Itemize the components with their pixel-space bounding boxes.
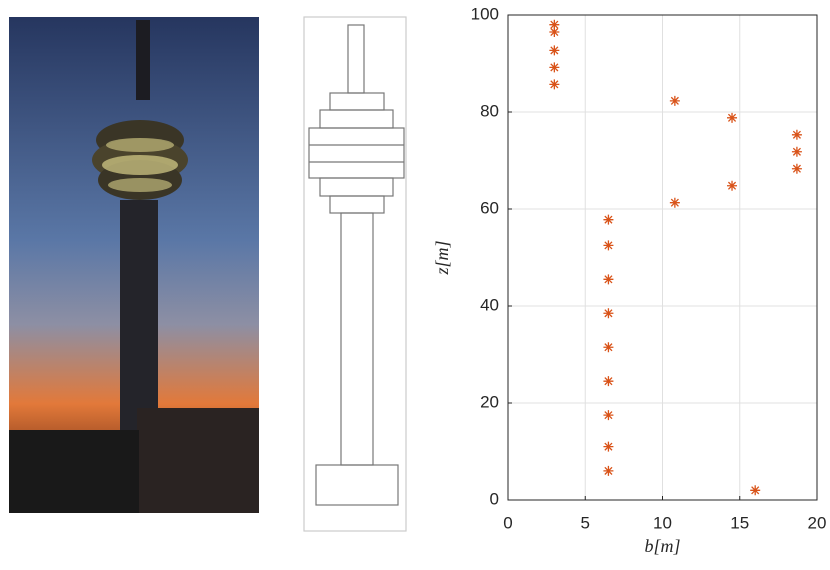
point — [670, 96, 680, 106]
point — [792, 164, 802, 174]
point — [549, 27, 559, 37]
y-axis-label: z[m] — [432, 240, 452, 275]
x-tick-label: 10 — [653, 513, 672, 532]
point — [750, 485, 760, 495]
point — [603, 308, 613, 318]
point — [549, 45, 559, 55]
figure: 0 5 10 15 20 0 20 40 60 80 100 b[m] z[m] — [0, 0, 830, 570]
x-tick-label: 5 — [581, 513, 590, 532]
point — [603, 442, 613, 452]
point — [727, 181, 737, 191]
x-tick-label: 0 — [503, 513, 512, 532]
point — [603, 215, 613, 225]
x-axis-label: b[m] — [644, 536, 680, 556]
point — [549, 62, 559, 72]
point — [603, 410, 613, 420]
point — [727, 113, 737, 123]
point — [603, 342, 613, 352]
y-tick-label: 60 — [480, 198, 499, 217]
x-tick-label: 20 — [808, 513, 827, 532]
y-tick-label: 20 — [480, 392, 499, 411]
point — [792, 130, 802, 140]
photo — [9, 17, 259, 513]
x-tick-label: 15 — [730, 513, 749, 532]
schematic — [304, 17, 406, 531]
y-tick-label: 100 — [471, 4, 499, 23]
point — [670, 198, 680, 208]
point — [603, 240, 613, 250]
scatter-plot: 0 5 10 15 20 0 20 40 60 80 100 b[m] z[m] — [432, 4, 826, 556]
point — [603, 466, 613, 476]
point — [792, 147, 802, 157]
y-tick-label: 40 — [480, 295, 499, 314]
y-tick-label: 80 — [480, 101, 499, 120]
point — [603, 376, 613, 386]
point — [603, 274, 613, 284]
y-tick-label: 0 — [490, 489, 499, 508]
point — [549, 79, 559, 89]
